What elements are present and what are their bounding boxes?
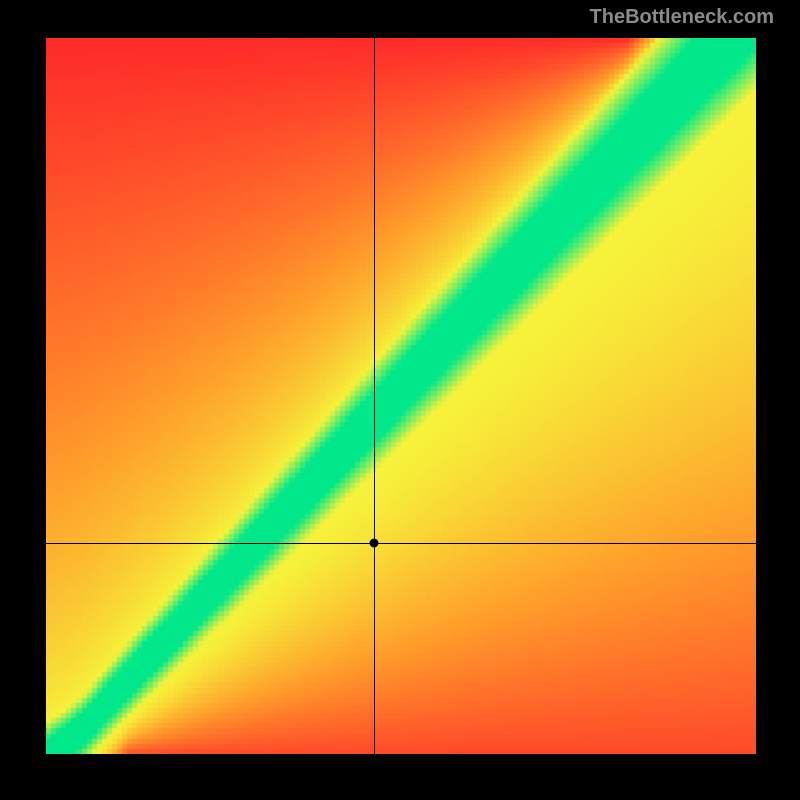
crosshair-vertical	[374, 38, 375, 754]
attribution-text: TheBottleneck.com	[590, 6, 774, 29]
bottleneck-heatmap	[46, 38, 756, 754]
data-point-marker	[370, 538, 379, 547]
crosshair-horizontal	[46, 543, 756, 544]
